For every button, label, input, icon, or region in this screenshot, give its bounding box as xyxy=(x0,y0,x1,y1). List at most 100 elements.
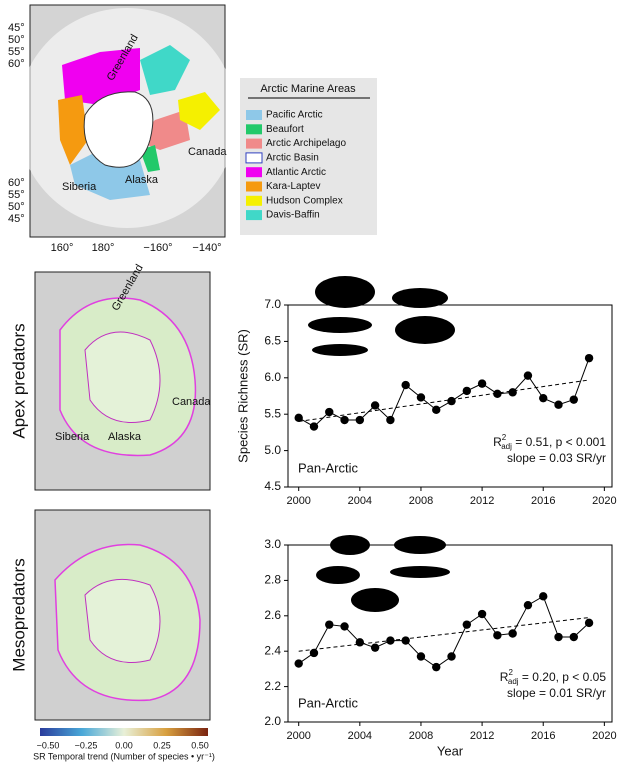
x-tick-label: 2016 xyxy=(531,730,555,742)
colorbar-tick: 0.00 xyxy=(115,740,133,750)
trend-line xyxy=(299,618,589,652)
legend-swatch xyxy=(246,196,262,206)
point xyxy=(478,379,486,387)
lon-label: 160° xyxy=(51,242,74,254)
r-sub: adj xyxy=(501,442,512,451)
legend-swatch xyxy=(246,182,262,192)
x-tick-label: 2020 xyxy=(592,730,616,742)
y-tick-label: 7.0 xyxy=(264,297,281,311)
lat-label: 45° xyxy=(8,213,25,225)
y-tick-label: 4.5 xyxy=(264,479,281,493)
point xyxy=(554,401,562,409)
point xyxy=(294,659,302,667)
x-tick-label: 2016 xyxy=(531,495,555,507)
y-tick-label: 6.0 xyxy=(264,370,281,384)
x-tick-label: 2000 xyxy=(286,730,310,742)
colorbar-label: SR Temporal trend (Number of species • y… xyxy=(33,751,215,761)
place-label: Alaska xyxy=(125,174,159,186)
x-tick-label: 2000 xyxy=(286,495,310,507)
point xyxy=(310,422,318,430)
legend-title: Arctic Marine Areas xyxy=(260,83,356,95)
legend-swatch xyxy=(246,167,262,177)
lat-label: 60° xyxy=(8,177,25,189)
point xyxy=(493,390,501,398)
point xyxy=(356,638,364,646)
point xyxy=(340,416,348,424)
place-label: Canada xyxy=(172,396,211,408)
colorbar-tick: 0.50 xyxy=(191,740,209,750)
r-stat: = 0.51, p < 0.001 xyxy=(512,435,606,449)
colorbar xyxy=(40,728,208,736)
legend-label: Arctic Archipelago xyxy=(266,138,346,149)
point xyxy=(356,416,364,424)
lat-label: 55° xyxy=(8,46,25,58)
lon-label: −160° xyxy=(143,242,172,254)
colorbar-tick: −0.25 xyxy=(75,740,98,750)
point xyxy=(463,387,471,395)
point xyxy=(417,652,425,660)
r-sup: 2 xyxy=(508,668,513,677)
point xyxy=(570,395,578,403)
point xyxy=(539,592,547,600)
point xyxy=(554,633,562,641)
slope-annotation: slope = 0.01 SR/yr xyxy=(507,686,606,700)
y-tick-label: 2.2 xyxy=(264,679,281,693)
legend-label: Atlantic Arctic xyxy=(266,167,326,178)
x-tick-label: 2004 xyxy=(348,495,372,507)
r-sub: adj xyxy=(508,677,519,686)
lat-label: 45° xyxy=(8,22,25,34)
r-stat: = 0.20, p < 0.05 xyxy=(519,670,607,684)
series-line xyxy=(299,358,589,426)
y-tick-label: 6.5 xyxy=(264,334,281,348)
point xyxy=(294,414,302,422)
slope-annotation: slope = 0.03 SR/yr xyxy=(507,451,606,465)
y-tick-label: 2.4 xyxy=(264,643,281,657)
x-tick-label: 2008 xyxy=(409,730,433,742)
panel-label: Mesopredators xyxy=(9,558,28,671)
point xyxy=(401,381,409,389)
legend-label: Arctic Basin xyxy=(266,153,319,164)
y-axis-label: Species Richness (SR) xyxy=(235,329,250,463)
legend-swatch xyxy=(246,153,262,163)
point xyxy=(508,629,516,637)
point xyxy=(585,354,593,362)
point xyxy=(325,408,333,416)
x-tick-label: 2012 xyxy=(470,730,494,742)
y-tick-label: 5.5 xyxy=(264,406,281,420)
lon-label: −140° xyxy=(192,242,221,254)
point xyxy=(310,649,318,657)
point xyxy=(463,620,471,628)
x-tick-label: 2012 xyxy=(470,495,494,507)
point xyxy=(371,643,379,651)
lat-label: 50° xyxy=(8,201,25,213)
point xyxy=(539,394,547,402)
meso-map xyxy=(35,510,210,720)
point xyxy=(325,620,333,628)
y-tick-label: 2.0 xyxy=(264,714,281,728)
region-label: Pan-Arctic xyxy=(298,695,358,710)
point xyxy=(447,652,455,660)
point xyxy=(417,393,425,401)
panel-label: Apex predators xyxy=(9,323,28,438)
lat-label: 55° xyxy=(8,189,25,201)
point xyxy=(432,663,440,671)
y-tick-label: 2.6 xyxy=(264,608,281,622)
point xyxy=(524,371,532,379)
point xyxy=(585,619,593,627)
silhouettes xyxy=(308,276,455,612)
point xyxy=(340,622,348,630)
point xyxy=(508,388,516,396)
point xyxy=(570,633,578,641)
point xyxy=(447,397,455,405)
legend-swatch xyxy=(246,110,262,120)
point xyxy=(386,636,394,644)
lat-label: 60° xyxy=(8,58,25,70)
point xyxy=(432,406,440,414)
place-label: Alaska xyxy=(108,431,142,443)
legend-label: Beaufort xyxy=(266,124,304,135)
legend-label: Kara-Laptev xyxy=(266,181,320,192)
lon-label: 180° xyxy=(92,242,115,254)
x-axis-label: Year xyxy=(437,743,464,758)
legend-swatch xyxy=(246,210,262,220)
